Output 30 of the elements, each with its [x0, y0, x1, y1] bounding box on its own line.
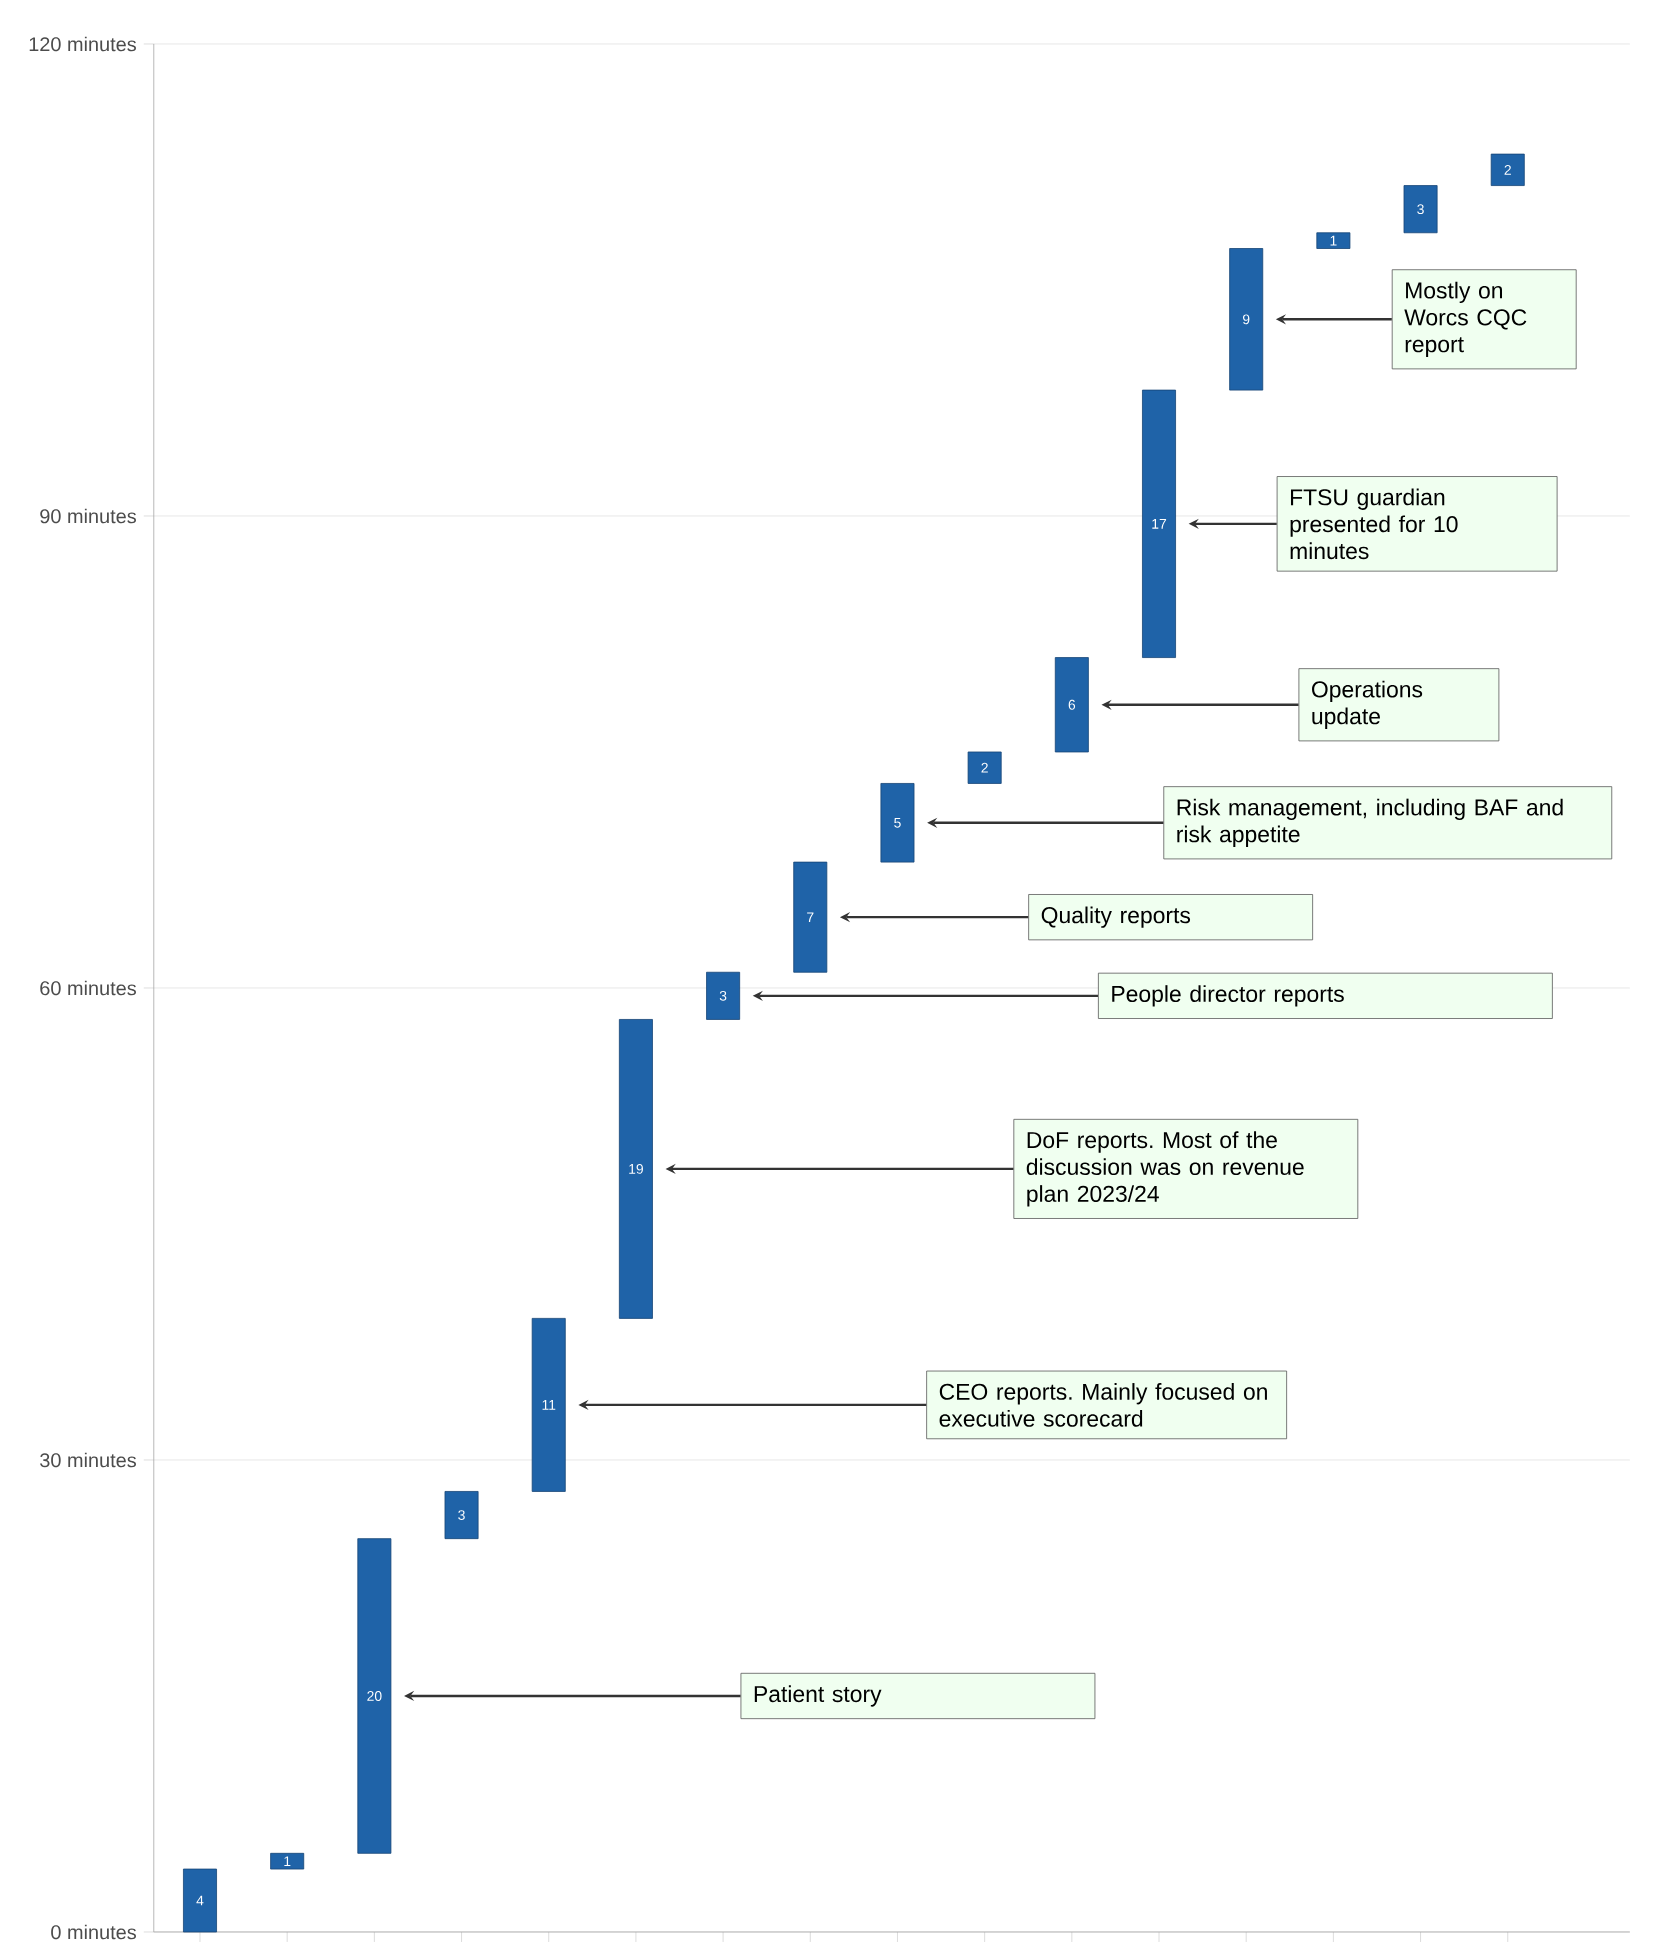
annotation: Risk management, including BAF and risk appetite [1177, 798, 1563, 847]
bar [793, 861, 828, 973]
bar [444, 1491, 479, 1540]
annotation: Mostly on Worcs CQC report [1404, 281, 1527, 357]
y-tick-label: 90 minutes [40, 508, 137, 524]
bar [967, 751, 1002, 784]
annotation: Quality reports [1041, 906, 1191, 928]
annotation: Patient story [754, 1685, 882, 1707]
annotation: People director reports [1112, 985, 1344, 1007]
bar [531, 1317, 566, 1492]
bar [618, 1019, 653, 1319]
bar [1490, 153, 1525, 186]
bar [1403, 185, 1438, 234]
bar [270, 1852, 305, 1870]
y-tick-label: 120 minutes [29, 36, 136, 52]
annotation: FTSU guardian presented for 10 minutes [1290, 488, 1458, 560]
bar [1054, 657, 1089, 753]
y-tick-label: 0 minutes [51, 1924, 137, 1940]
y-tick-label: 60 minutes [40, 980, 137, 996]
bar [357, 1538, 392, 1854]
bar [1142, 389, 1176, 658]
annotation: Operations update [1312, 680, 1423, 729]
annotation: CEO reports. Mainly focused on executive scorecard [939, 1383, 1267, 1427]
y-tick-label: 30 minutes [40, 1452, 137, 1468]
bar [1316, 232, 1351, 249]
bar [706, 971, 741, 1020]
bar [183, 1868, 217, 1933]
annotation: DoF reports. Most of the discussion was on revenue plan 2023/24 [1026, 1131, 1304, 1207]
bar [1229, 248, 1264, 391]
bar [880, 783, 915, 863]
